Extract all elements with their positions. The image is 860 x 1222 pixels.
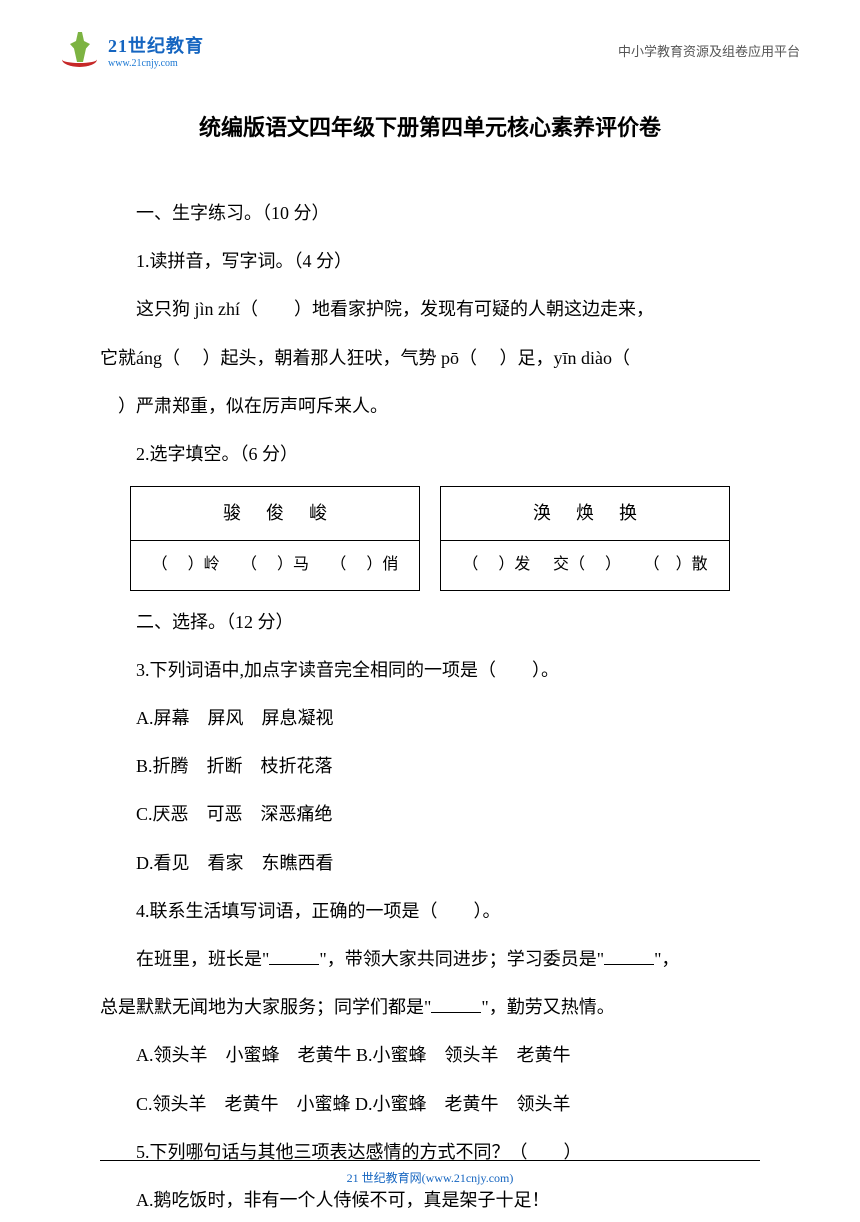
char-box-1-body: （ ）岭 （ ）马 （ ）俏 — [131, 541, 419, 589]
section1-heading: 一、生字练习。（10 分） — [100, 192, 760, 235]
q3-option-c: C.厌恶 可恶 深恶痛绝 — [100, 793, 760, 836]
logo-text: 21世纪教育 www.21cnjy.com — [108, 32, 204, 69]
q4-fill-line-1: 在班里，班长是""，带领大家共同进步；学习委员是""， — [100, 938, 760, 981]
page-header: 21世纪教育 www.21cnjy.com 中小学教育资源及组卷应用平台 — [0, 0, 860, 80]
q2-prompt: 2.选字填空。（6 分） — [100, 433, 760, 476]
q1-text-1: 这只狗 jìn zhí（ ）地看家护院，发现有可疑的人朝这边走来， — [100, 288, 760, 331]
q3-option-a: A.屏幕 屏风 屏息凝视 — [100, 697, 760, 740]
char-box-1-item: （ ）岭 — [152, 546, 220, 584]
header-right-text: 中小学教育资源及组卷应用平台 — [618, 41, 800, 60]
char-box-1-item: （ ）马 — [241, 546, 309, 584]
section2-heading: 二、选择。（12 分） — [100, 601, 760, 644]
char-box-2: 涣焕换 （ ）发 交（ ） （ ）散 — [440, 486, 730, 591]
char-box-1-header: 骏俊峻 — [131, 487, 419, 541]
footer-line — [100, 1160, 760, 1161]
content-area: 一、生字练习。（10 分） 1.读拼音，写字词。（4 分） 这只狗 jìn zh… — [0, 192, 860, 1222]
char-box-2-item: （ ）散 — [644, 546, 708, 584]
q1-prompt: 1.读拼音，写字词。（4 分） — [100, 240, 760, 283]
char-box-2-header: 涣焕换 — [441, 487, 729, 541]
footer-text: 21 世纪教育网(www.21cnjy.com) — [0, 1169, 860, 1186]
logo-url-text: www.21cnjy.com — [108, 58, 204, 69]
logo-main-text: 21世纪教育 — [108, 32, 204, 58]
q1-text-3: ）严肃郑重，似在厉声呵斥来人。 — [100, 385, 760, 428]
blank-3 — [431, 992, 481, 1014]
char-boxes-row: 骏俊峻 （ ）岭 （ ）马 （ ）俏 涣焕换 （ ）发 交（ ） （ ）散 — [130, 486, 730, 591]
logo-area: 21世纪教育 www.21cnjy.com — [60, 30, 204, 70]
blank-2 — [604, 943, 654, 965]
document-title: 统编版语文四年级下册第四单元核心素养评价卷 — [0, 110, 860, 142]
blank-1 — [269, 943, 319, 965]
q4-options-row2: C.领头羊 老黄牛 小蜜蜂 D.小蜜蜂 老黄牛 领头羊 — [100, 1083, 760, 1126]
q4-options-row1: A.领头羊 小蜜蜂 老黄牛 B.小蜜蜂 领头羊 老黄牛 — [100, 1034, 760, 1077]
q5-prompt: 5.下列哪句话与其他三项表达感情的方式不同？（ ） — [100, 1131, 760, 1174]
char-box-2-item: （ ）发 — [462, 546, 530, 584]
char-box-1-item: （ ）俏 — [330, 546, 398, 584]
logo-icon — [60, 30, 100, 70]
q1-text-2: 它就áng（ ）起头，朝着那人狂吠，气势 pō（ ）足，yīn diào（ — [100, 337, 760, 380]
char-box-2-item: 交（ ） — [553, 546, 621, 584]
q3-option-d: D.看见 看家 东瞧西看 — [100, 842, 760, 885]
q4-fill-line-2: 总是默默无闻地为大家服务；同学们都是""，勤劳又热情。 — [100, 986, 760, 1029]
char-box-1: 骏俊峻 （ ）岭 （ ）马 （ ）俏 — [130, 486, 420, 591]
q3-prompt: 3.下列词语中,加点字读音完全相同的一项是（ ）。 — [100, 649, 760, 692]
q4-prompt: 4.联系生活填写词语，正确的一项是（ ）。 — [100, 890, 760, 933]
char-box-2-body: （ ）发 交（ ） （ ）散 — [441, 541, 729, 589]
q3-option-b: B.折腾 折断 枝折花落 — [100, 745, 760, 788]
